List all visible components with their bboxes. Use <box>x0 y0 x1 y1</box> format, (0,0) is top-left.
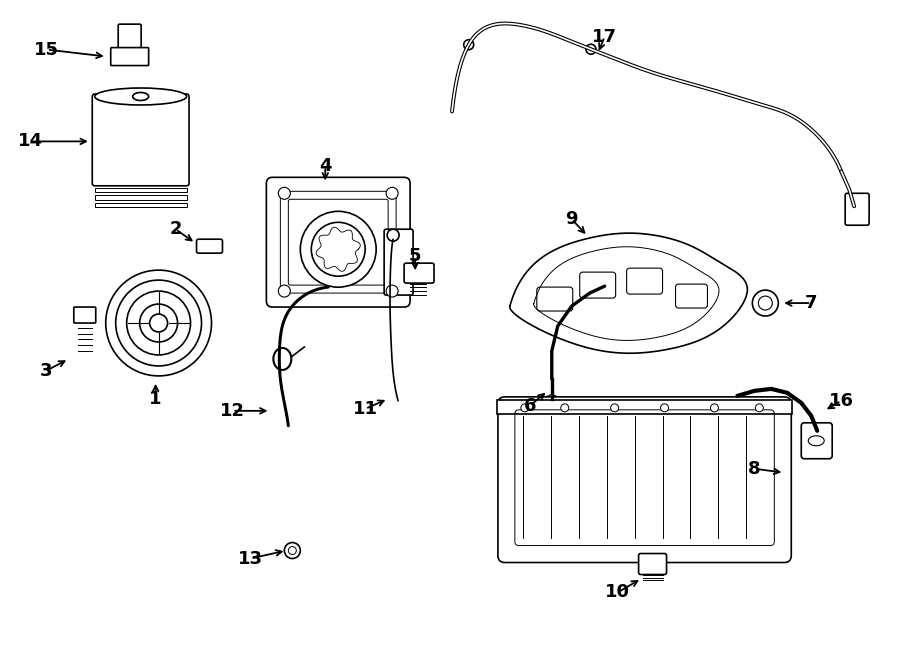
Text: 1: 1 <box>149 390 162 408</box>
Text: 12: 12 <box>220 402 245 420</box>
Circle shape <box>127 291 191 355</box>
Text: 10: 10 <box>605 584 630 602</box>
FancyBboxPatch shape <box>404 263 434 283</box>
FancyBboxPatch shape <box>498 397 791 563</box>
FancyBboxPatch shape <box>580 272 616 298</box>
Circle shape <box>149 314 167 332</box>
Text: 14: 14 <box>18 132 43 151</box>
FancyBboxPatch shape <box>94 196 186 200</box>
Ellipse shape <box>132 93 148 100</box>
Circle shape <box>759 296 772 310</box>
FancyBboxPatch shape <box>74 307 95 323</box>
Circle shape <box>116 280 202 366</box>
Ellipse shape <box>808 436 824 446</box>
Circle shape <box>710 404 718 412</box>
FancyBboxPatch shape <box>497 400 792 414</box>
Text: 11: 11 <box>353 400 378 418</box>
Circle shape <box>278 187 291 199</box>
Circle shape <box>288 547 296 555</box>
Circle shape <box>140 304 177 342</box>
FancyBboxPatch shape <box>801 423 832 459</box>
FancyBboxPatch shape <box>266 177 410 307</box>
Text: 17: 17 <box>592 28 617 46</box>
Circle shape <box>284 543 301 559</box>
Circle shape <box>464 40 473 50</box>
Circle shape <box>386 285 398 297</box>
FancyBboxPatch shape <box>639 553 667 574</box>
FancyBboxPatch shape <box>93 94 189 186</box>
Circle shape <box>386 187 398 199</box>
Text: 16: 16 <box>829 392 854 410</box>
Circle shape <box>521 404 529 412</box>
Circle shape <box>586 44 596 54</box>
Circle shape <box>387 229 399 241</box>
Circle shape <box>611 404 618 412</box>
Circle shape <box>544 395 560 411</box>
FancyBboxPatch shape <box>536 287 572 311</box>
FancyBboxPatch shape <box>626 268 662 294</box>
Text: 4: 4 <box>319 157 331 175</box>
Text: 6: 6 <box>524 397 536 415</box>
Text: 5: 5 <box>409 247 421 265</box>
Text: 15: 15 <box>34 40 59 59</box>
Circle shape <box>755 404 763 412</box>
FancyBboxPatch shape <box>845 193 869 225</box>
Circle shape <box>561 404 569 412</box>
FancyBboxPatch shape <box>384 229 413 295</box>
Ellipse shape <box>94 88 186 105</box>
Circle shape <box>311 222 365 276</box>
FancyBboxPatch shape <box>94 203 186 207</box>
FancyBboxPatch shape <box>676 284 707 308</box>
Circle shape <box>301 212 376 287</box>
Text: 8: 8 <box>748 459 760 478</box>
Text: 3: 3 <box>40 362 52 380</box>
Circle shape <box>105 270 212 376</box>
Text: 9: 9 <box>565 210 578 228</box>
Circle shape <box>752 290 778 316</box>
FancyBboxPatch shape <box>94 188 186 192</box>
Text: 13: 13 <box>238 549 263 568</box>
FancyBboxPatch shape <box>111 48 148 65</box>
Circle shape <box>661 404 669 412</box>
Circle shape <box>278 285 291 297</box>
FancyBboxPatch shape <box>196 239 222 253</box>
Text: 7: 7 <box>805 294 817 312</box>
Ellipse shape <box>536 397 568 409</box>
Text: 2: 2 <box>169 220 182 238</box>
FancyBboxPatch shape <box>118 24 141 51</box>
